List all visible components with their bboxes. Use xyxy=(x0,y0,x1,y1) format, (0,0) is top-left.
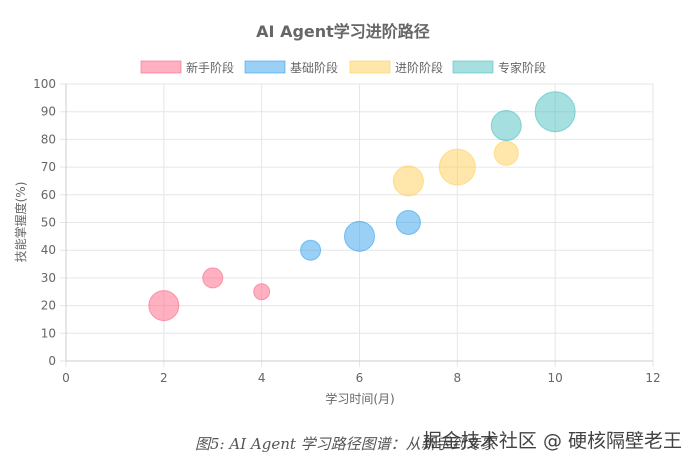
x-tick-label: 2 xyxy=(160,371,168,385)
y-tick-label: 90 xyxy=(41,105,56,119)
x-tick-label: 6 xyxy=(356,371,364,385)
y-tick-label: 40 xyxy=(41,243,56,257)
bubble-point xyxy=(202,267,224,289)
x-tick-label: 12 xyxy=(645,371,660,385)
x-tick-label: 4 xyxy=(258,371,266,385)
y-tick-label: 100 xyxy=(33,77,56,91)
bubble-point xyxy=(490,110,522,142)
bubble-point xyxy=(438,148,476,186)
bubbles xyxy=(148,91,576,322)
bubble-chart: AI Agent学习进阶路径 新手阶段 基础阶段 进阶阶段 专家阶段 0 2 4 6 8 10 1… xyxy=(13,22,661,406)
chart-title: AI Agent学习进阶路径 xyxy=(256,22,430,41)
legend-item[interactable]: 进阶阶段 xyxy=(349,60,443,75)
legend: 新手阶段 基础阶段 进阶阶段 专家阶段 xyxy=(140,60,546,75)
y-tick-label: 10 xyxy=(41,326,56,340)
legend-item[interactable]: 新手阶段 xyxy=(140,60,234,75)
legend-label: 基础阶段 xyxy=(290,60,338,75)
x-tick-label: 10 xyxy=(548,371,563,385)
legend-label: 进阶阶段 xyxy=(395,60,443,75)
legend-swatch xyxy=(140,60,182,74)
figure-caption: 图5: AI Agent 学习路径图谱：从新手到专家 xyxy=(195,435,496,453)
legend-label: 专家阶段 xyxy=(498,60,546,75)
bubble-point xyxy=(344,220,375,252)
y-tick-label: 0 xyxy=(48,354,56,368)
x-tick-label: 8 xyxy=(454,371,462,385)
bubble-point xyxy=(534,91,576,133)
y-tick-label: 50 xyxy=(41,216,56,230)
bubble-point xyxy=(395,210,421,235)
bubble-point xyxy=(253,283,271,301)
y-axis-label: 技能掌握度(%) xyxy=(13,182,28,263)
watermark: 掘金技术社区 @ 硬核隔壁老王 xyxy=(422,430,682,452)
bubble-point xyxy=(300,239,322,261)
bubble-point xyxy=(392,165,424,197)
legend-swatch xyxy=(244,60,286,74)
y-tick-label: 60 xyxy=(41,188,56,202)
legend-item[interactable]: 专家阶段 xyxy=(452,60,546,75)
y-tick-label: 70 xyxy=(41,160,56,174)
x-axis-label: 学习时间(月) xyxy=(325,391,394,406)
bubble-point xyxy=(148,290,180,322)
legend-item[interactable]: 基础阶段 xyxy=(244,60,338,75)
y-tick-label: 20 xyxy=(41,299,56,313)
legend-swatch xyxy=(349,60,391,74)
bubble-point xyxy=(493,140,519,166)
x-tick-label: 0 xyxy=(62,371,70,385)
y-tick-label: 80 xyxy=(41,132,56,146)
legend-label: 新手阶段 xyxy=(186,60,234,75)
y-tick-label: 30 xyxy=(41,271,56,285)
legend-swatch xyxy=(452,60,494,74)
axes: 0 2 4 6 8 10 12 0 10 20 30 40 50 60 70 80 90 100 xyxy=(33,77,661,385)
